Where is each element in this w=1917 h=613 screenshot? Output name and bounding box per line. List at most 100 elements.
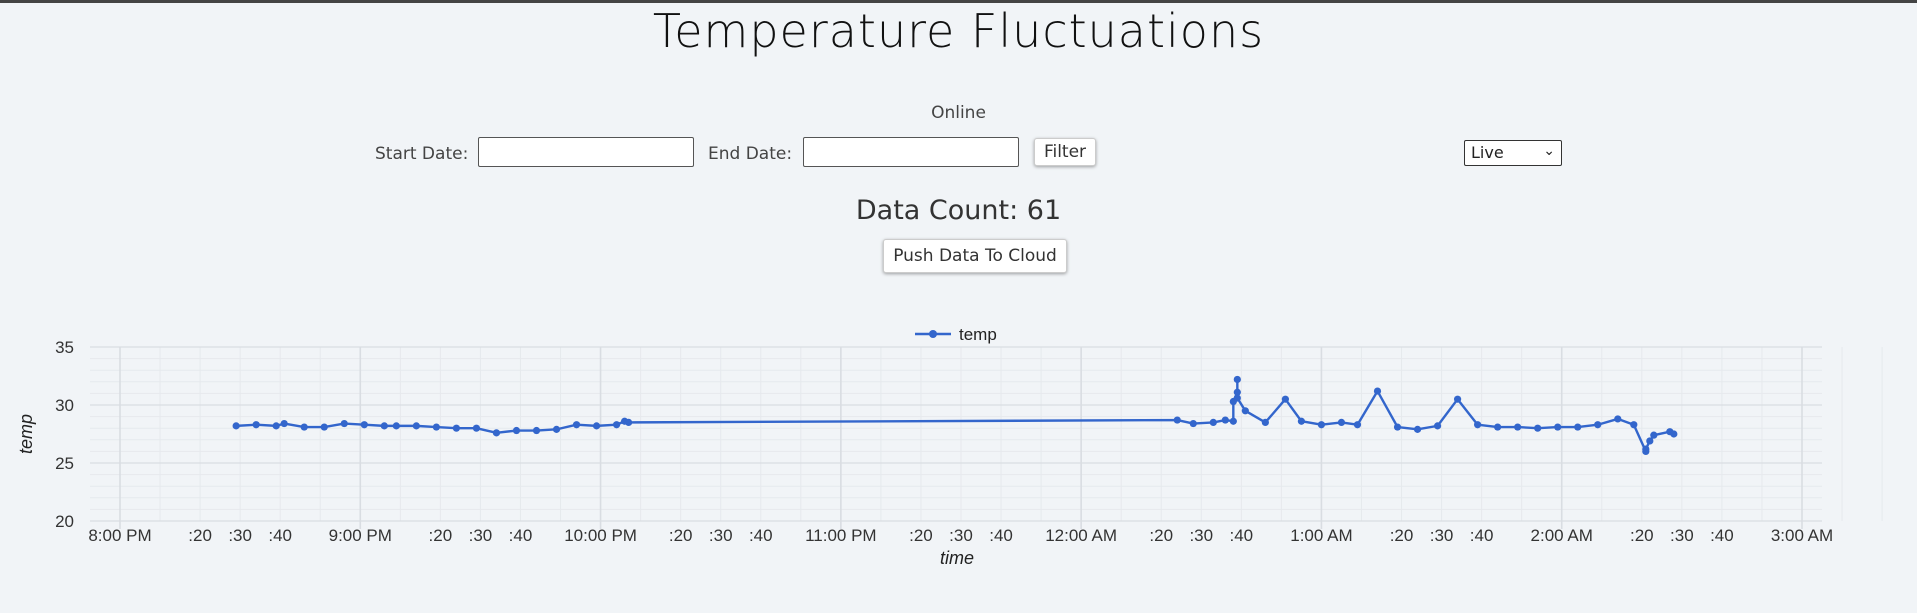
series-line-temp (236, 378, 1675, 453)
data-point[interactable] (572, 421, 581, 429)
data-point[interactable] (1614, 415, 1622, 423)
data-point[interactable] (1433, 422, 1442, 430)
x-tick-label: :30 (1189, 526, 1213, 545)
data-point[interactable] (1594, 421, 1602, 429)
data-point[interactable] (272, 422, 280, 430)
data-point[interactable] (1413, 425, 1422, 433)
chart-major-grid (90, 346, 1822, 529)
x-tick-label: 10:00 PM (564, 526, 637, 545)
x-tick-label: :30 (469, 526, 493, 545)
x-tick-label: :30 (709, 526, 733, 545)
data-point[interactable] (380, 422, 388, 430)
legend-label: temp (959, 325, 997, 344)
chart-series (232, 375, 1678, 455)
axis-titles: time temp (16, 414, 974, 568)
data-point[interactable] (1514, 423, 1522, 431)
data-point[interactable] (1474, 421, 1482, 429)
x-tick-label: :30 (1430, 526, 1454, 545)
data-point[interactable] (360, 421, 368, 429)
x-tick-label: :20 (1390, 526, 1414, 545)
y-tick-label: 25 (55, 454, 74, 473)
data-point[interactable] (1261, 418, 1269, 426)
x-tick-label: :40 (749, 526, 773, 545)
x-tick-label: :20 (909, 526, 933, 545)
push-data-button[interactable]: Push Data To Cloud (883, 239, 1067, 273)
top-border (0, 0, 1917, 3)
data-point[interactable] (1393, 423, 1402, 431)
data-point[interactable] (1281, 395, 1289, 403)
data-point[interactable] (592, 422, 601, 430)
mode-select-value: Live (1471, 143, 1504, 162)
data-point[interactable] (1233, 375, 1241, 384)
x-tick-label: :30 (228, 526, 252, 545)
x-tick-label: 2:00 AM (1531, 526, 1593, 545)
start-date-input[interactable] (478, 137, 694, 167)
connection-status: Online (931, 103, 986, 123)
data-point[interactable] (1534, 424, 1542, 432)
y-tick-label: 30 (55, 396, 74, 415)
data-point[interactable] (1574, 423, 1582, 431)
x-tick-label: :30 (1670, 526, 1694, 545)
x-axis-ticks: 8:00 PM:20:30:40 9:00 PM:20:30:40 10:00 PM… (88, 526, 1833, 545)
x-tick-label: :20 (669, 526, 693, 545)
data-point[interactable] (1337, 418, 1346, 426)
data-point[interactable] (492, 429, 501, 437)
data-point[interactable] (1241, 407, 1249, 415)
x-tick-label: :40 (989, 526, 1013, 545)
data-point[interactable] (1670, 430, 1678, 438)
y-tick-label: 35 (55, 338, 74, 357)
data-point[interactable] (392, 422, 400, 430)
data-point[interactable] (1642, 445, 1650, 453)
x-tick-label: :20 (1149, 526, 1173, 545)
y-axis-ticks: 20 25 30 35 (55, 338, 74, 531)
start-date-label: Start Date: (375, 144, 469, 164)
data-point[interactable] (252, 421, 260, 429)
data-point[interactable] (1494, 423, 1502, 431)
filter-button[interactable]: Filter (1034, 138, 1096, 166)
data-point[interactable] (1650, 431, 1658, 439)
end-date-input[interactable] (803, 137, 1019, 167)
data-point[interactable] (1646, 437, 1654, 445)
data-point[interactable] (1221, 416, 1229, 424)
data-point[interactable] (1554, 423, 1562, 431)
x-tick-label: :20 (429, 526, 453, 545)
data-point[interactable] (1173, 416, 1181, 424)
data-point[interactable] (1229, 417, 1237, 425)
data-point[interactable] (532, 426, 541, 435)
x-tick-label: :20 (1630, 526, 1654, 545)
x-tick-label: :20 (188, 526, 212, 545)
data-point[interactable] (612, 421, 621, 429)
data-point[interactable] (1233, 394, 1241, 402)
data-point[interactable] (1353, 421, 1362, 429)
x-tick-label: 11:00 PM (805, 526, 877, 545)
filter-bar: Start Date: End Date: Filter Live ⌄ (0, 137, 1917, 169)
data-point[interactable] (1297, 417, 1306, 425)
data-point[interactable] (1373, 387, 1382, 395)
data-point[interactable] (472, 424, 481, 432)
data-count: Data Count: 61 (855, 195, 1062, 226)
data-point[interactable] (452, 424, 460, 432)
data-point[interactable] (340, 419, 348, 428)
x-tick-label: :40 (1470, 526, 1494, 545)
data-point[interactable] (232, 422, 240, 430)
y-axis-title: temp (16, 414, 36, 454)
data-point[interactable] (1189, 419, 1197, 428)
data-point[interactable] (432, 423, 440, 431)
data-point[interactable] (1317, 421, 1326, 429)
data-point[interactable] (1453, 395, 1462, 403)
data-point[interactable] (300, 423, 308, 431)
data-point[interactable] (512, 426, 521, 435)
data-point[interactable] (552, 425, 561, 433)
data-point[interactable] (412, 422, 420, 430)
data-point[interactable] (1233, 388, 1241, 396)
data-point[interactable] (320, 423, 328, 431)
x-tick-label: 12:00 AM (1045, 526, 1117, 545)
data-point[interactable] (1630, 421, 1638, 429)
data-point[interactable] (1209, 418, 1217, 426)
x-tick-label: 9:00 PM (329, 526, 392, 545)
legend-marker (929, 330, 937, 338)
mode-select[interactable]: Live ⌄ (1464, 140, 1562, 166)
data-point[interactable] (280, 419, 288, 428)
data-point[interactable] (625, 418, 633, 426)
x-tick-label: :40 (509, 526, 533, 545)
